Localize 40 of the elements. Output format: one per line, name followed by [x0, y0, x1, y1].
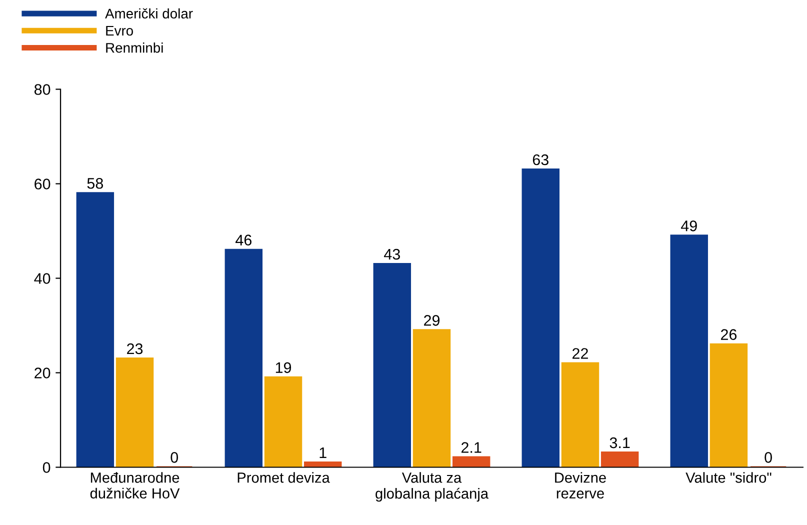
y-tick-label: 0 [42, 462, 50, 473]
data-label: 29 [424, 315, 440, 326]
data-label: 19 [276, 362, 292, 374]
bar [116, 358, 154, 468]
data-label: 0 [170, 452, 178, 463]
data-label: 0 [764, 452, 772, 463]
bar [710, 343, 748, 468]
data-label: 2.1 [461, 442, 482, 453]
data-label: 58 [87, 178, 104, 189]
bar [264, 376, 302, 468]
x-tick-label: Promet deviza [238, 472, 330, 483]
data-label: 49 [680, 220, 697, 232]
y-tick-label: 20 [34, 368, 50, 378]
bar [670, 234, 708, 468]
legend-label: Renminbi [106, 42, 163, 53]
data-label: 3.1 [610, 437, 630, 448]
legend-label: Evro [106, 26, 134, 36]
y-tick-label: 60 [34, 178, 50, 190]
bar [600, 452, 639, 468]
legend-label: Američki dolar [105, 8, 193, 19]
data-label: 23 [127, 343, 143, 354]
bar [76, 192, 114, 468]
data-label: 43 [384, 248, 400, 260]
data-label: 1 [320, 447, 326, 458]
bar [522, 168, 560, 468]
bar [561, 362, 600, 468]
y-tick-label: 40 [34, 273, 50, 284]
x-tick-label: Valuta za globalna plaćanja [376, 472, 489, 502]
bar [452, 456, 490, 468]
data-label: 22 [572, 348, 588, 359]
data-label: 46 [236, 234, 252, 246]
y-tick-label: 80 [34, 84, 50, 95]
bar [412, 329, 451, 468]
bar [373, 263, 412, 468]
data-label: 26 [720, 329, 737, 340]
x-tick-label: Devizne rezerve [555, 472, 606, 499]
x-tick-label: Valute "sidro" [686, 472, 772, 483]
data-label: 63 [532, 154, 548, 166]
bar [224, 248, 263, 468]
x-tick-label: Međunarodne dužničke HoV [90, 472, 180, 499]
